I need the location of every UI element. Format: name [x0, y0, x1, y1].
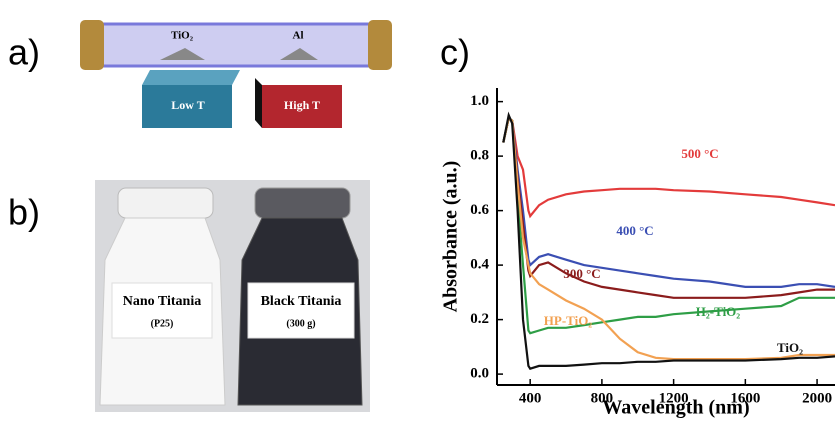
series-label: 500 °C [681, 146, 718, 161]
panel-label: c) [440, 32, 470, 73]
series-line [503, 118, 835, 216]
series-label: 300 °C [563, 266, 600, 281]
furnace-diagram: TiO₂ Al Low T High T [80, 20, 392, 128]
y-axis-label: Absorbance (a.u.) [440, 161, 462, 313]
series-line [503, 118, 835, 287]
zone-label: TiO₂ [171, 30, 194, 42]
y-tick-label: 0.2 [470, 311, 489, 327]
y-tick-label: 0.6 [470, 202, 489, 218]
series-label: 400 °C [616, 223, 653, 238]
x-tick-label: 400 [519, 390, 542, 406]
x-tick-label: 2000 [802, 390, 832, 406]
jar-sublabel: (P25) [151, 318, 174, 329]
photo: Nano Titania (P25) Black Titania (300 g) [95, 180, 370, 412]
zone-label: Al [293, 30, 304, 42]
jar-sublabel: (300 g) [286, 318, 315, 329]
panel-label: b) [8, 192, 40, 233]
series-line [503, 115, 835, 369]
y-tick-label: 0.8 [470, 148, 489, 164]
series-label: TiO₂ [777, 340, 803, 355]
x-axis-label: Wavelength (nm) [602, 397, 749, 419]
y-tick-label: 1.0 [470, 93, 489, 109]
jar-label: Nano Titania [123, 294, 201, 309]
series-label: H₂-TiO₂ [696, 304, 740, 319]
y-tick-label: 0.0 [470, 366, 489, 382]
furnace-label: High T [284, 98, 320, 112]
series-line [503, 118, 835, 298]
panel-label: a) [8, 32, 40, 73]
furnace-label: Low T [171, 98, 204, 112]
jar-label: Black Titania [261, 294, 342, 309]
series-label: HP-TiO₂ [544, 313, 593, 328]
y-tick-label: 0.4 [470, 257, 489, 273]
figure: a) b) c) TiO₂ Al Low T High T Nano Titan… [0, 0, 835, 421]
series-line [503, 118, 835, 333]
